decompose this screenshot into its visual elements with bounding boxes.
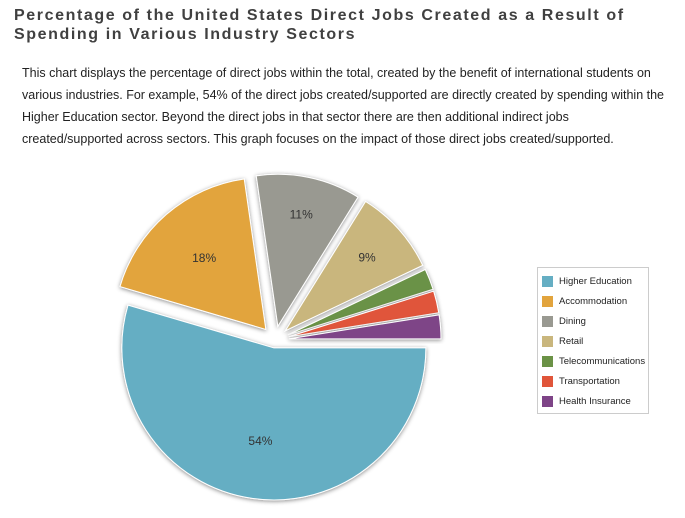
legend-swatch xyxy=(542,335,553,347)
legend-item-accommodation: Accommodation xyxy=(538,291,648,311)
pie-slice-retail xyxy=(284,200,424,332)
legend-swatch xyxy=(542,375,553,387)
legend-label: Higher Education xyxy=(559,275,632,287)
legend-swatch xyxy=(542,275,553,287)
legend-label: Telecommunications xyxy=(559,355,646,367)
legend-swatch xyxy=(542,355,553,367)
pie-slice-higher-education xyxy=(121,304,427,501)
chart-legend: Higher Education Accommodation Dining Retai… xyxy=(537,267,649,414)
pie-slice-telecommunications xyxy=(287,268,434,336)
legend-label: Retail xyxy=(559,335,584,347)
legend-swatch xyxy=(542,395,553,407)
legend-item-dining: Dining xyxy=(538,311,648,331)
slice-label-retail: 9% xyxy=(358,251,376,265)
slice-label-accommodation: 18% xyxy=(192,251,216,265)
slice-label-higher-education: 54% xyxy=(248,434,272,448)
legend-item-telecommunications: Telecommunications xyxy=(538,351,648,371)
legend-item-retail: Retail xyxy=(538,331,648,351)
legend-label: Accommodation xyxy=(559,295,628,307)
chart-title: Percentage of the United States Direct J… xyxy=(14,7,625,43)
legend-item-higher-education: Higher Education xyxy=(538,271,648,291)
legend-label: Dining xyxy=(559,315,586,327)
pie-slice-accommodation xyxy=(119,178,267,331)
legend-swatch xyxy=(542,315,553,327)
chart-description: This chart displays the percentage of di… xyxy=(22,66,665,146)
legend-item-transportation: Transportation xyxy=(538,371,648,391)
legend-label: Health Insurance xyxy=(559,395,631,407)
pie-slice-dining xyxy=(255,173,359,328)
slice-label-dining: 11% xyxy=(290,208,313,222)
legend-item-health-insurance: Health Insurance xyxy=(538,391,648,411)
legend-label: Transportation xyxy=(559,375,620,387)
pie-slice-health-insurance xyxy=(288,314,442,340)
pie-slice-transportation xyxy=(288,290,440,338)
legend-swatch xyxy=(542,295,553,307)
